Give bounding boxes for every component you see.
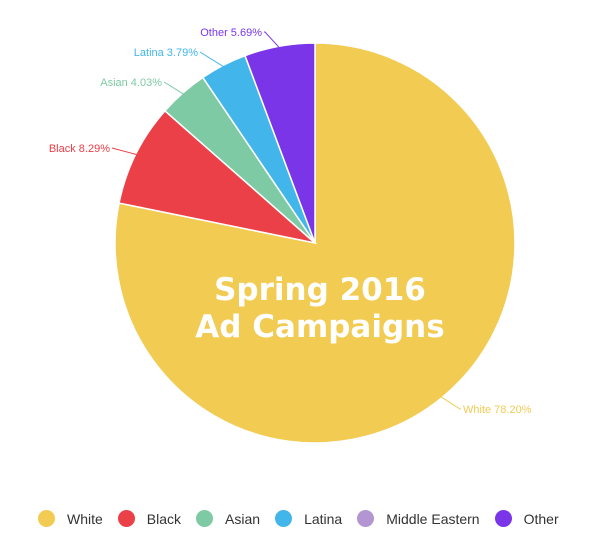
data-label-asian: Asian 4.03% <box>100 77 162 89</box>
legend-swatch <box>38 510 55 527</box>
legend-label: Middle Eastern <box>386 510 480 527</box>
legend-item-asian: Asian <box>196 510 260 527</box>
chart-title-line-1: Spring 2016 <box>214 272 426 308</box>
callout-line-latina <box>199 51 225 68</box>
callout-line-other <box>264 31 281 49</box>
legend-swatch <box>357 510 375 527</box>
chart-title-line-2: Ad Campaigns <box>195 309 444 345</box>
legend-item-latina: Latina <box>275 510 342 527</box>
legend-label: Black <box>146 510 182 527</box>
legend-item-other: Other <box>494 510 559 527</box>
chart-legend: White Black Asian Latina Middle Eastern Other <box>38 510 574 527</box>
pie-slice-other <box>244 42 316 244</box>
pie-slices <box>114 42 516 444</box>
legend-label: Latina <box>304 510 343 527</box>
legend-label: Other <box>523 510 559 527</box>
legend-swatch <box>117 510 135 527</box>
data-label-white: White 78.20% <box>463 404 532 416</box>
data-label-other: Other 5.69% <box>200 27 262 39</box>
legend-swatch <box>494 510 512 527</box>
legend-label: White <box>67 510 103 527</box>
callout-line-asian <box>163 81 185 95</box>
callout-line-black <box>111 147 138 156</box>
legend-label: Asian <box>225 510 261 527</box>
callout-line-white <box>439 395 461 410</box>
pie-callouts: White 78.20% Black 8.29% Asian 4.03% Latina… <box>49 27 532 416</box>
data-label-black: Black 8.29% <box>49 143 110 155</box>
data-label-latina: Latina 3.79% <box>134 47 198 59</box>
legend-item-black: Black <box>117 510 182 527</box>
legend-swatch <box>275 510 293 527</box>
legend-item-white: White <box>38 510 103 527</box>
legend-swatch <box>196 510 214 527</box>
legend-item-middle-eastern: Middle Eastern <box>357 510 480 527</box>
